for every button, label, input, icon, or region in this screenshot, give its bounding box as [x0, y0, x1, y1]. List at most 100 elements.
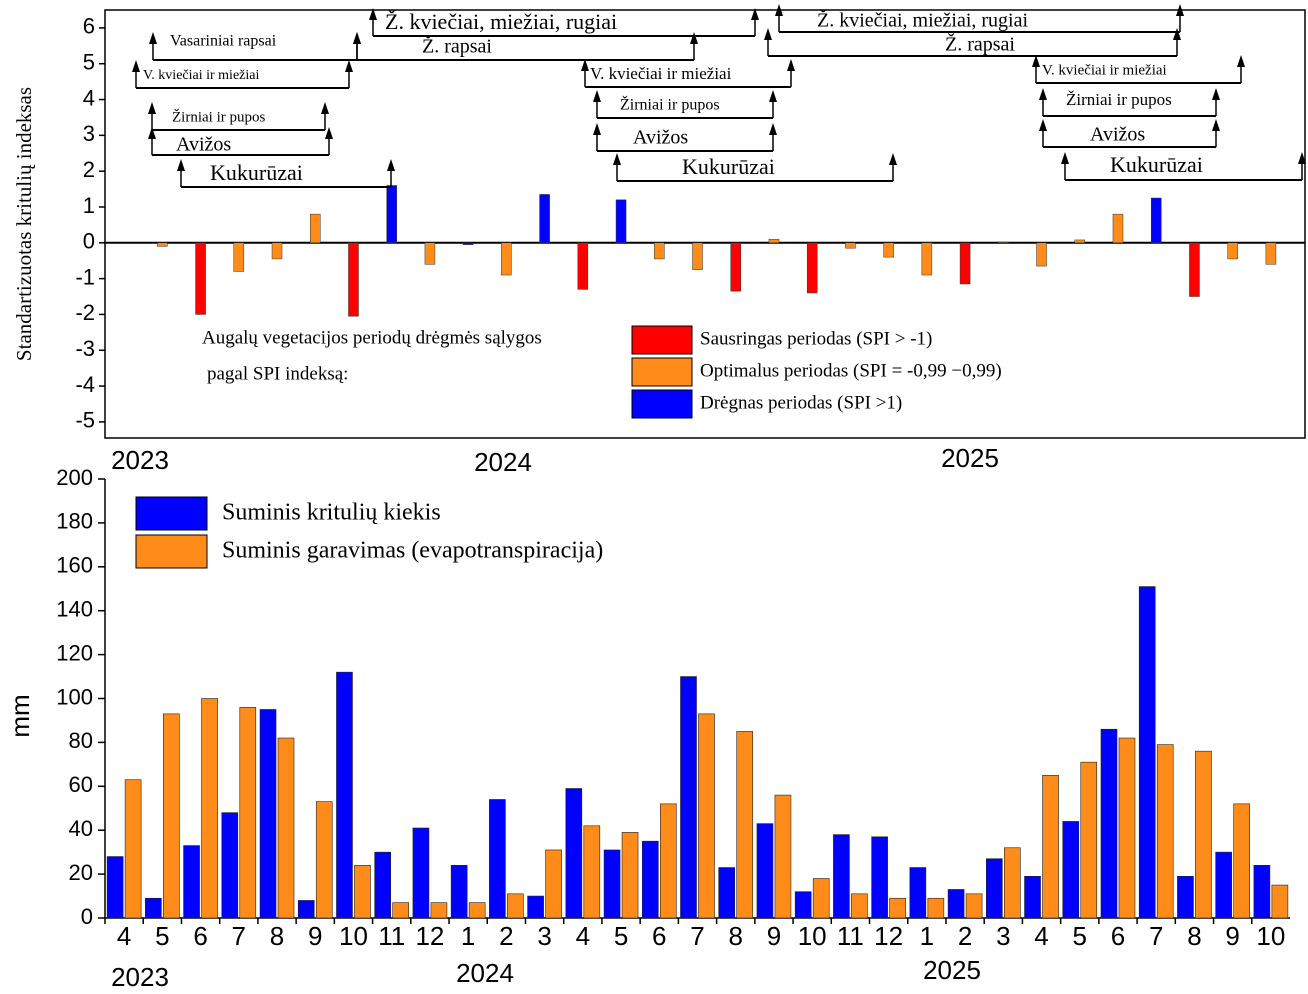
y-tick-label: 160 [56, 553, 93, 578]
y-tick-label: 3 [83, 121, 95, 146]
x-tick-label: 9 [308, 921, 322, 951]
bar [909, 867, 927, 919]
bar [259, 709, 277, 919]
spi-bar [654, 242, 665, 260]
bar [124, 779, 142, 919]
bar [718, 867, 736, 919]
x-tick-label: 10 [339, 921, 368, 951]
crop-period-label: Vasariniai rapsai [170, 33, 277, 50]
arrow-head [321, 102, 329, 114]
bar [565, 788, 583, 919]
spi-bar [998, 241, 1009, 244]
spi-bar [921, 242, 933, 276]
bar [545, 849, 562, 919]
arrow-head [751, 8, 759, 20]
spi-bar [883, 242, 894, 258]
x-tick-label: 4 [576, 921, 590, 951]
spi-bar [386, 185, 397, 244]
arrow-head [1039, 119, 1047, 131]
arrow-head [149, 32, 157, 44]
arrow-head [345, 60, 353, 72]
arrow-head [1039, 88, 1047, 100]
bar [106, 856, 124, 919]
y-tick-label: -3 [75, 336, 95, 361]
crop-period-label: V. kviečiai ir miežiai [143, 68, 259, 83]
bar [659, 803, 677, 919]
arrow-head [1212, 88, 1220, 100]
arrow-head [325, 127, 333, 139]
bar [927, 897, 945, 919]
year-label: 2023 [111, 962, 169, 992]
y-tick-label: 180 [56, 509, 93, 534]
bar [794, 891, 812, 919]
bar [507, 893, 524, 919]
spi-bar [1189, 242, 1200, 297]
arrow-head [787, 59, 795, 71]
bar [986, 858, 1003, 919]
x-tick-label: 3 [537, 921, 551, 951]
bar [354, 865, 371, 919]
legend-swatch [631, 325, 693, 355]
spi-bar [424, 242, 436, 265]
bar [947, 889, 965, 919]
crop-period-label: Ž. kviečiai, miežiai, rugiai [817, 9, 1028, 32]
y-tick-label: 80 [69, 728, 93, 753]
bar [1156, 744, 1174, 919]
bar [1118, 737, 1136, 919]
y-tick-label: -4 [75, 372, 95, 397]
crop-period-label: Žirniai ir pupos [1066, 90, 1172, 109]
x-tick-label: 4 [1034, 921, 1048, 951]
arrow-head [1061, 152, 1069, 164]
arrow-head [369, 8, 377, 20]
bar [851, 893, 868, 919]
bar [221, 812, 239, 919]
arrow-head [1173, 28, 1181, 40]
legend-title: pagal SPI indeksą: [207, 363, 348, 384]
y-tick-label: 40 [69, 816, 93, 841]
y-tick-label: 6 [83, 14, 95, 39]
spi-bar [768, 238, 780, 244]
spi-bar [501, 242, 512, 276]
x-tick-label: 8 [728, 921, 742, 951]
bar [392, 902, 409, 919]
legend-swatch [631, 357, 693, 387]
bar [430, 902, 448, 919]
x-tick-label: 7 [690, 921, 704, 951]
crop-period-label: Žirniai ir pupos [172, 108, 265, 125]
crop-period-label: Žirniai ir pupos [620, 95, 720, 114]
x-tick-label: 2 [499, 921, 513, 951]
arrow-head [690, 32, 698, 44]
arrow-head [1032, 55, 1040, 67]
plot-frame [104, 9, 1306, 439]
legend-label: Sausringas periodas (SPI > -1) [700, 328, 932, 349]
crop-period-label: Ž. kviečiai, miežiai, rugiai [385, 9, 617, 34]
x-tick-label: 5 [1073, 921, 1087, 951]
y-tick-label: 60 [69, 772, 93, 797]
bar [583, 825, 601, 919]
spi-bar [1112, 213, 1124, 244]
bar [183, 845, 200, 919]
bar [489, 799, 506, 919]
spi-bar [1265, 242, 1277, 265]
arrow-head [148, 127, 156, 139]
spi-bar [1074, 239, 1086, 244]
bar [239, 706, 257, 919]
bar [1177, 875, 1194, 919]
spi-bar [539, 194, 550, 244]
crop-period-label: Kukurūzai [210, 160, 303, 185]
y-tick-label: -1 [75, 264, 95, 289]
bar [374, 851, 391, 919]
spi-bar [1150, 197, 1162, 244]
spi-bar [309, 213, 321, 244]
y-tick-label: 5 [83, 50, 95, 75]
crop-period-label: V. kviečiai ir miežiai [1042, 62, 1167, 78]
y-tick-label: 4 [83, 85, 95, 110]
year-label: 2024 [456, 958, 514, 988]
y-tick-label: 1 [83, 193, 95, 218]
x-tick-label: 8 [270, 921, 284, 951]
y-tick-label: 120 [56, 640, 93, 665]
bar [1215, 851, 1232, 919]
bar [1253, 865, 1271, 919]
year-label: 2025 [941, 443, 999, 473]
